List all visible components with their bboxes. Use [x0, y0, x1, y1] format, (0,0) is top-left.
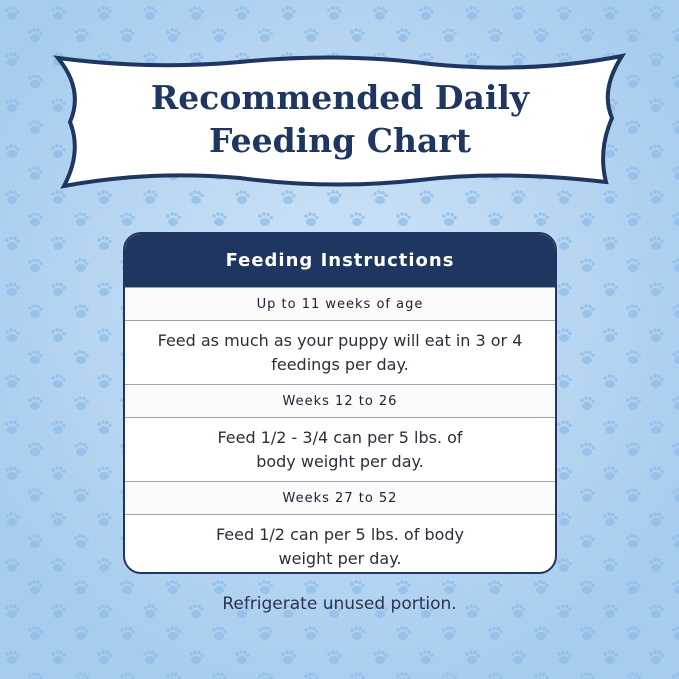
title-banner — [53, 53, 627, 189]
text-line: feedings per day. — [271, 354, 409, 374]
text-line: body weight per day. — [256, 451, 424, 471]
title-line: Recommended Daily — [150, 78, 530, 117]
section-label: Weeks 27 to 52 — [125, 481, 555, 514]
section-text: Feed 1/2 can per 5 lbs. of body weight pe… — [125, 514, 555, 572]
feeding-table: Feeding Instructions Up to 11 weeks of a… — [123, 232, 557, 574]
section-text: Feed as much as your puppy will eat in 3… — [125, 320, 555, 384]
text-line: Feed 1/2 can per 5 lbs. of body — [215, 524, 465, 544]
text-line: Feed as much as your puppy will eat in 3… — [157, 330, 523, 350]
title-line: Feeding Chart — [208, 121, 472, 160]
footer-note: Refrigerate unused portion. — [222, 594, 457, 614]
text-line: Feed 1/2 - 3/4 can per 5 lbs. of — [217, 427, 463, 447]
table-heading: Feeding Instructions — [125, 234, 555, 287]
section-label: Weeks 12 to 26 — [125, 384, 555, 417]
section-label: Up to 11 weeks of age — [125, 287, 555, 320]
text-line: weight per day. — [278, 548, 402, 568]
section-text: Feed 1/2 - 3/4 can per 5 lbs. of body wei… — [125, 417, 555, 481]
